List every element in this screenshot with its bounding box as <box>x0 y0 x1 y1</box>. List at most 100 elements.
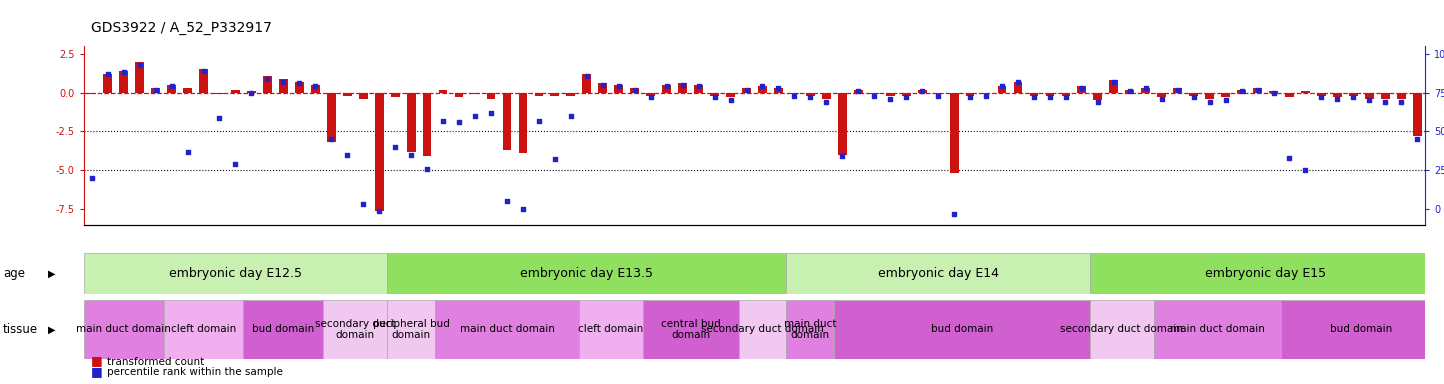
Point <box>192 68 215 74</box>
Point <box>1038 94 1061 100</box>
Bar <box>163 300 244 359</box>
Point <box>176 149 199 155</box>
Point <box>959 94 982 100</box>
Point <box>1118 88 1141 94</box>
Bar <box>518 93 527 153</box>
Bar <box>998 86 1006 93</box>
Text: cleft domain: cleft domain <box>170 324 237 334</box>
Point <box>495 198 518 204</box>
Point <box>1070 85 1093 91</box>
Point <box>527 118 550 124</box>
Bar <box>215 93 224 94</box>
Bar <box>435 300 579 359</box>
Bar <box>323 300 387 359</box>
Point <box>240 89 263 96</box>
Point <box>1199 99 1222 105</box>
Point <box>640 94 663 100</box>
Text: embryonic day E13.5: embryonic day E13.5 <box>520 267 653 280</box>
Bar <box>1157 93 1167 97</box>
Bar <box>534 93 543 96</box>
Bar <box>550 93 559 96</box>
Bar <box>247 91 256 93</box>
Text: bud domain: bud domain <box>1330 324 1392 334</box>
Bar <box>835 300 1090 359</box>
Bar <box>1014 82 1022 93</box>
Bar <box>758 86 767 93</box>
Bar <box>487 93 495 99</box>
Bar <box>471 93 479 94</box>
Point <box>1389 99 1412 105</box>
Bar <box>738 300 787 359</box>
Bar <box>407 93 416 152</box>
Point <box>895 94 918 100</box>
Bar <box>1125 89 1134 93</box>
Point <box>464 113 487 119</box>
Bar <box>950 93 959 174</box>
Point <box>1230 88 1253 94</box>
Bar <box>84 300 163 359</box>
Point <box>927 93 950 99</box>
Bar <box>503 93 511 150</box>
Bar <box>918 89 927 93</box>
Point <box>606 83 630 89</box>
Bar <box>387 253 787 294</box>
Bar <box>1365 93 1373 99</box>
Bar <box>295 82 303 93</box>
Bar <box>1109 80 1118 93</box>
Point <box>879 96 902 102</box>
Text: secondary duct
domain: secondary duct domain <box>315 319 396 340</box>
Text: age: age <box>3 267 25 280</box>
Bar <box>902 93 911 96</box>
Point <box>384 144 407 150</box>
Bar <box>1238 89 1246 93</box>
Point <box>1326 96 1349 102</box>
Text: secondary duct domain: secondary duct domain <box>700 324 825 334</box>
Point <box>1341 94 1365 100</box>
Point <box>1102 79 1125 85</box>
Bar <box>263 76 271 93</box>
Point <box>1373 99 1396 105</box>
Point <box>703 94 726 100</box>
Text: embryonic day E12.5: embryonic day E12.5 <box>169 267 302 280</box>
Bar <box>566 93 575 96</box>
Bar <box>1141 88 1149 93</box>
Point <box>144 86 168 93</box>
Bar <box>1206 93 1214 99</box>
Point <box>113 70 136 76</box>
Bar <box>360 93 368 99</box>
Bar <box>806 93 814 96</box>
Bar <box>1281 300 1441 359</box>
Bar <box>439 89 448 93</box>
Bar <box>838 93 846 155</box>
Point <box>287 80 310 86</box>
Bar <box>869 93 878 94</box>
Point <box>767 85 790 91</box>
Bar <box>1090 300 1154 359</box>
Text: main duct domain: main duct domain <box>77 324 172 334</box>
Bar <box>279 79 287 93</box>
Bar <box>1412 93 1422 136</box>
Point <box>943 211 966 217</box>
Bar <box>326 93 335 142</box>
Point <box>656 83 679 89</box>
Point <box>911 88 934 94</box>
Point <box>1214 98 1238 104</box>
Bar <box>966 93 975 96</box>
Text: tissue: tissue <box>3 323 38 336</box>
Point <box>624 86 647 93</box>
Bar <box>853 89 862 93</box>
Text: central bud
domain: central bud domain <box>661 319 721 340</box>
Point <box>543 156 566 162</box>
Point <box>1262 89 1285 96</box>
Point <box>335 152 358 158</box>
Text: main duct domain: main duct domain <box>1170 324 1265 334</box>
Point <box>1278 155 1301 161</box>
Text: transformed count: transformed count <box>107 357 204 367</box>
Bar <box>104 74 113 93</box>
Bar <box>1174 88 1183 93</box>
Point <box>830 153 853 159</box>
Point <box>303 83 326 89</box>
Point <box>559 113 582 119</box>
Point <box>575 73 598 79</box>
Bar <box>1317 93 1326 96</box>
